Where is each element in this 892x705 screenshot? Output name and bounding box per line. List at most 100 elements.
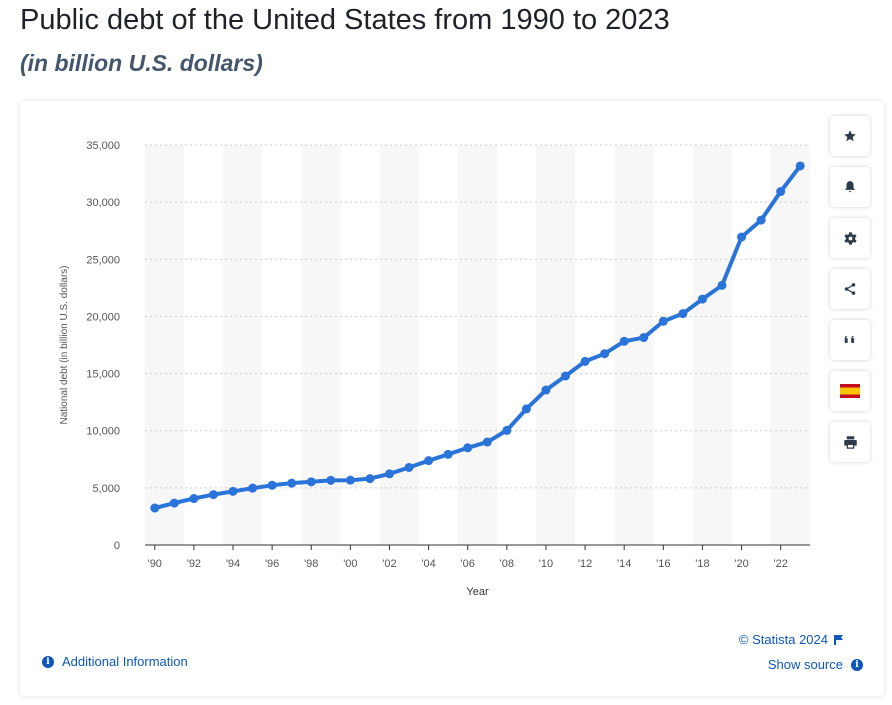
data-point [580, 356, 590, 366]
background-stripe [223, 145, 263, 545]
language-button[interactable] [830, 371, 870, 411]
x-tick-label: '20 [734, 558, 748, 570]
background-stripe [145, 145, 185, 545]
debt-line-chart: 0 5,000 10,000 15,000 20,000 25,000 30,000 35,0… [59, 140, 810, 598]
share-icon [844, 283, 856, 295]
x-axis: '90 '92 '94 '96 '98 '00 '02 '04 '06 '08 '10 '12 '14 '… [145, 544, 810, 570]
settings-button[interactable] [830, 218, 870, 258]
data-points [150, 161, 805, 513]
background-stripe [536, 145, 576, 545]
info-icon: i [42, 655, 54, 668]
y-tick-label: 35,000 [86, 140, 120, 152]
y-tick-label: 0 [114, 540, 120, 552]
x-tick-label: '18 [695, 558, 709, 570]
additional-information-label: Additional Information [62, 654, 188, 669]
data-point [502, 425, 512, 435]
data-point [463, 443, 473, 453]
data-point [697, 294, 707, 304]
x-tick-label: '10 [539, 558, 553, 570]
y-tick-label: 5,000 [92, 483, 120, 495]
x-tick-label: '00 [343, 558, 357, 570]
data-point [678, 309, 688, 319]
data-point [541, 385, 551, 395]
data-point [658, 316, 668, 326]
share-button[interactable] [830, 269, 870, 309]
y-axis-title: National debt (in billion U.S. dollars) [59, 266, 70, 425]
data-point [287, 478, 297, 488]
page-title: Public debt of the United States from 19… [20, 4, 670, 36]
data-point [443, 449, 453, 459]
data-point [619, 336, 629, 346]
star-icon [844, 130, 856, 142]
x-tick-label: '12 [578, 558, 592, 570]
y-tick-label: 10,000 [86, 426, 120, 438]
data-point [150, 503, 160, 513]
data-point [326, 475, 336, 485]
data-point [482, 437, 492, 447]
bell-icon [845, 181, 855, 193]
data-point [248, 483, 258, 493]
background-stripe [457, 145, 498, 545]
y-tick-label: 25,000 [86, 254, 120, 266]
y-tick-label: 30,000 [86, 197, 120, 209]
data-point [795, 161, 805, 171]
data-point [189, 494, 199, 504]
credit-label: © Statista 2024 [738, 632, 828, 647]
x-tick-label: '16 [656, 558, 670, 570]
background-stripe [379, 145, 419, 545]
print-button[interactable] [830, 422, 870, 462]
series-line [152, 163, 803, 511]
y-tick-label: 20,000 [86, 311, 120, 323]
data-point [306, 477, 316, 487]
x-tick-label: '22 [773, 558, 787, 570]
x-tick-label: '14 [617, 558, 631, 570]
flag-icon[interactable] [834, 634, 843, 645]
background-stripe [301, 145, 341, 545]
x-tick-label: '04 [421, 558, 435, 570]
data-point [267, 480, 277, 490]
data-point [228, 486, 238, 496]
y-axis: 0 5,000 10,000 15,000 20,000 25,000 30,000 35,0… [86, 140, 120, 552]
data-point [521, 404, 531, 414]
data-point [717, 280, 727, 290]
data-point [424, 456, 434, 466]
chart-card: 0 5,000 10,000 15,000 20,000 25,000 30,000 35,0… [20, 101, 884, 696]
x-axis-title: Year [466, 586, 489, 598]
spain-flag-icon [840, 384, 860, 398]
x-tick-label: '02 [382, 558, 396, 570]
x-tick-label: '08 [500, 558, 514, 570]
data-point [384, 469, 394, 479]
x-tick-label: '96 [265, 558, 279, 570]
x-tick-label: '90 [148, 558, 162, 570]
quote-icon [844, 335, 855, 343]
data-point [756, 215, 766, 225]
info-icon: i [851, 658, 863, 671]
data-point [600, 349, 610, 359]
data-point [345, 475, 355, 485]
data-point [561, 371, 571, 381]
statista-credit: © Statista 2024 [739, 632, 843, 647]
background-stripes [145, 145, 810, 545]
data-point [776, 187, 786, 197]
print-icon [843, 435, 857, 449]
data-point [737, 232, 747, 242]
chart-toolbar [830, 116, 872, 473]
notification-button[interactable] [830, 167, 870, 207]
gear-icon [843, 231, 857, 245]
additional-information-link[interactable]: i Additional Information [42, 654, 188, 669]
x-tick-label: '92 [187, 558, 201, 570]
background-stripe [770, 145, 810, 545]
data-point [404, 462, 414, 472]
data-point [639, 333, 649, 343]
page-subtitle: (in billion U.S. dollars) [20, 50, 263, 76]
y-tick-label: 15,000 [86, 369, 120, 381]
background-stripe [692, 145, 732, 545]
cite-button[interactable] [830, 320, 870, 360]
x-tick-label: '98 [304, 558, 318, 570]
show-source-link[interactable]: Show source i [768, 657, 863, 672]
show-source-label: Show source [767, 657, 843, 672]
favorite-button[interactable] [830, 116, 870, 156]
x-tick-label: '06 [461, 558, 475, 570]
data-point [365, 474, 375, 484]
data-point [208, 490, 218, 500]
